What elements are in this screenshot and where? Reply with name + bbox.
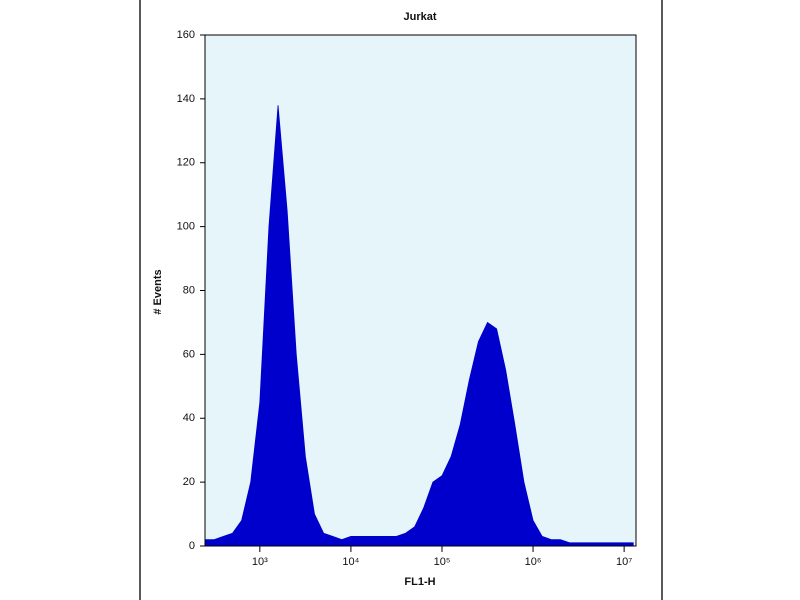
x-tick-label: 10⁷ <box>616 556 632 568</box>
x-axis-label: FL1-H <box>404 576 435 588</box>
x-tick-label: 10³ <box>252 556 268 568</box>
chart-title: Jurkat <box>403 11 436 23</box>
y-tick-label: 80 <box>183 284 195 296</box>
y-tick-label: 60 <box>183 348 195 360</box>
x-tick-label: 10⁶ <box>525 556 542 568</box>
y-tick-label: 140 <box>177 93 195 105</box>
y-tick-label: 100 <box>177 221 195 233</box>
y-tick-label: 160 <box>177 29 195 41</box>
x-tick-label: 10⁴ <box>342 556 359 568</box>
histogram-area <box>204 105 634 547</box>
y-tick-label: 20 <box>183 476 195 488</box>
x-tick-label: 10⁵ <box>434 556 451 568</box>
y-tick-label: 120 <box>177 157 195 169</box>
y-tick-label: 40 <box>183 412 195 424</box>
y-tick-label: 0 <box>189 540 195 552</box>
y-axis-label: # Events <box>152 269 164 314</box>
